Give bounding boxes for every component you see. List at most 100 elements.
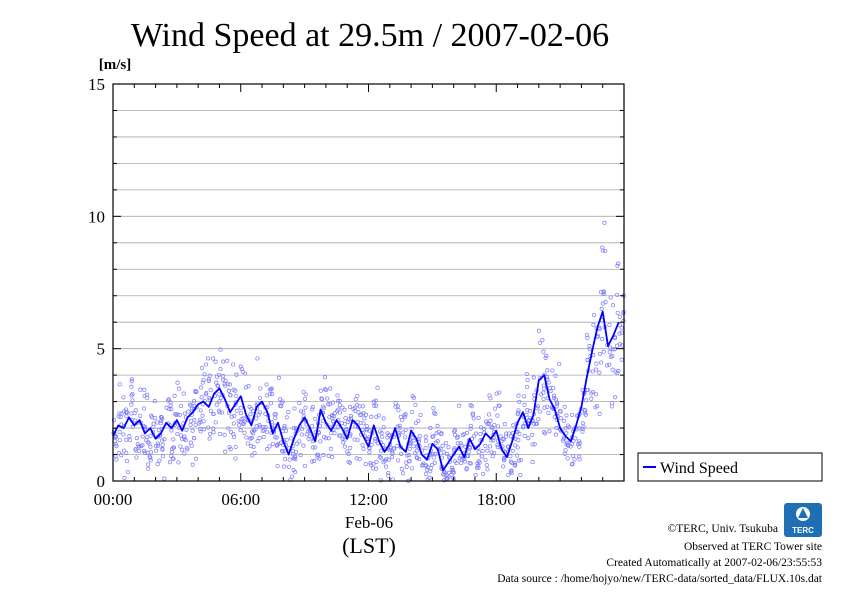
raw-sample-point (342, 407, 347, 412)
raw-sample-point (353, 424, 358, 429)
raw-sample-point (326, 436, 331, 441)
raw-sample-point (562, 418, 567, 423)
raw-sample-point (411, 444, 416, 449)
raw-sample-point (145, 396, 150, 401)
raw-sample-point (229, 414, 234, 419)
raw-sample-point (530, 432, 535, 437)
raw-sample-point (335, 393, 340, 398)
raw-sample-point (242, 430, 247, 435)
raw-sample-point (459, 460, 464, 466)
wind-speed-series-line (112, 310, 620, 472)
raw-sample-point (577, 454, 582, 459)
raw-sample-point (564, 413, 569, 418)
raw-sample-point (276, 375, 281, 380)
raw-sample-point (428, 469, 433, 474)
raw-sample-point (238, 405, 243, 410)
raw-sample-point (261, 434, 266, 440)
raw-sample-point (546, 380, 551, 385)
raw-sample-point (229, 430, 234, 435)
raw-sample-point (182, 451, 187, 456)
raw-sample-point (134, 436, 139, 441)
raw-sample-point (400, 430, 406, 435)
raw-sample-point (541, 349, 546, 354)
raw-sample-point (133, 408, 138, 413)
raw-sample-point (168, 400, 173, 405)
raw-sample-point (454, 461, 459, 466)
raw-sample-point (544, 353, 549, 358)
raw-sample-point (184, 445, 189, 451)
raw-sample-point (205, 356, 211, 361)
raw-sample-point (543, 355, 548, 360)
raw-sample-point (418, 412, 423, 418)
raw-sample-point (251, 444, 256, 450)
raw-sample-point (330, 455, 335, 460)
raw-sample-point (160, 442, 165, 447)
raw-sample-point (307, 434, 312, 439)
raw-sample-point (537, 340, 542, 346)
raw-sample-point (569, 441, 574, 447)
raw-sample-point (569, 462, 574, 467)
raw-sample-point (117, 411, 122, 416)
raw-sample-point (169, 450, 174, 455)
raw-sample-point (373, 466, 379, 471)
raw-sample-point (231, 362, 236, 367)
raw-sample-point (192, 418, 197, 423)
raw-sample-point (381, 416, 386, 421)
raw-sample-point (557, 361, 562, 366)
raw-sample-point (464, 430, 470, 435)
raw-sample-point (619, 325, 624, 330)
raw-sample-point (475, 461, 480, 466)
raw-sample-point (577, 439, 582, 444)
raw-sample-point (372, 437, 378, 442)
raw-sample-point (240, 369, 245, 374)
raw-sample-point (207, 436, 212, 441)
raw-sample-point (171, 456, 176, 461)
raw-sample-point (446, 445, 451, 450)
raw-sample-point (322, 375, 327, 380)
raw-sample-point (464, 466, 469, 471)
raw-sample-point (565, 423, 570, 428)
raw-sample-point (435, 423, 440, 428)
raw-sample-point (469, 404, 474, 409)
raw-sample-point (343, 428, 349, 433)
raw-sample-point (613, 395, 618, 400)
raw-sample-point (512, 462, 517, 467)
raw-sample-point (610, 367, 615, 372)
raw-sample-point (577, 457, 582, 462)
raw-sample-point (160, 454, 165, 459)
raw-sample-point (280, 449, 285, 454)
raw-sample-point (234, 393, 239, 399)
raw-sample-point (250, 453, 255, 458)
raw-sample-point (431, 406, 436, 411)
raw-sample-point (455, 441, 460, 446)
raw-sample-point (584, 398, 589, 403)
raw-sample-point (541, 390, 546, 395)
raw-sample-point (395, 443, 400, 449)
raw-sample-point (600, 301, 605, 306)
raw-sample-point (432, 460, 437, 465)
raw-sample-point (484, 419, 489, 424)
raw-sample-point (455, 435, 460, 440)
raw-sample-point (513, 463, 518, 468)
raw-sample-point (550, 368, 555, 373)
raw-sample-point (310, 405, 315, 410)
raw-sample-point (189, 403, 194, 408)
raw-sample-point (608, 295, 613, 300)
raw-sample-point (497, 390, 502, 395)
raw-sample-point (324, 388, 329, 393)
raw-sample-point (616, 261, 621, 266)
raw-sample-point (225, 358, 230, 363)
raw-sample-point (543, 431, 548, 436)
raw-sample-point (403, 412, 408, 417)
raw-sample-point (294, 441, 299, 446)
raw-sample-point (397, 423, 402, 428)
raw-sample-point (166, 398, 171, 403)
raw-sample-point (360, 443, 365, 448)
raw-sample-point (547, 429, 552, 434)
raw-sample-point (270, 392, 275, 397)
raw-sample-point (338, 433, 343, 438)
raw-sample-point (168, 403, 173, 408)
raw-sample-point (444, 473, 449, 478)
raw-sample-point (121, 448, 127, 453)
raw-sample-point (423, 438, 429, 443)
